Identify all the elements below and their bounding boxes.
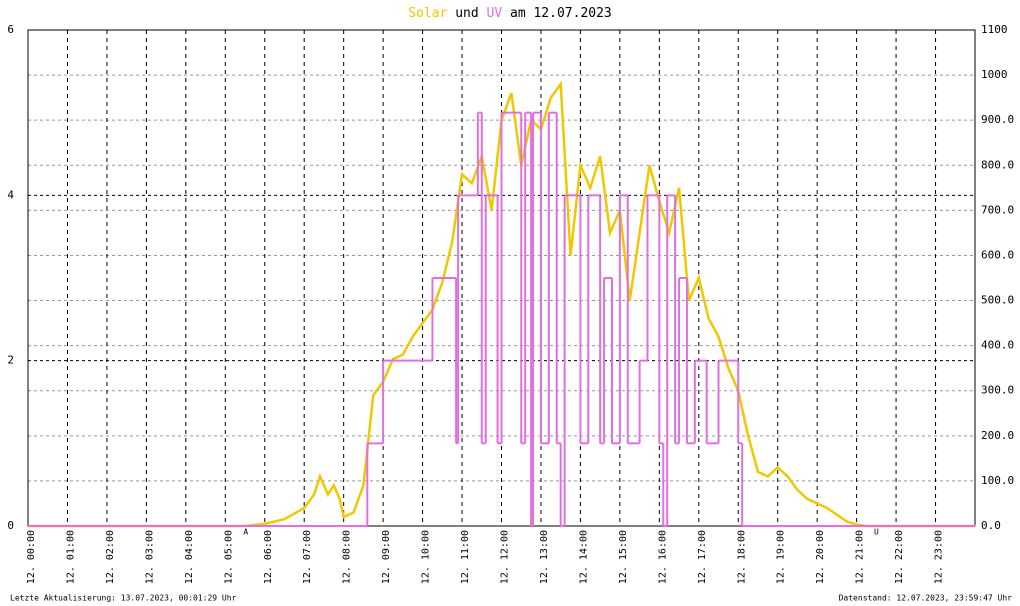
event-marker: A (243, 528, 248, 537)
y2-tick-label: 600.0 (981, 248, 1014, 261)
x-tick-label: 12. 02:00 (105, 530, 116, 584)
x-tick-label: 12. 19:00 (776, 530, 787, 584)
x-tick-label: 12. 15:00 (618, 530, 629, 584)
footer-right: Datenstand: 12.07.2023, 23:59:47 Uhr (839, 594, 1013, 603)
y2-tick-label: 800.0 (981, 158, 1014, 171)
x-tick-label: 12. 18:00 (736, 530, 747, 584)
x-tick-label: 12. 12:00 (500, 530, 511, 584)
y-tick-label: 0 (7, 519, 14, 532)
x-tick-label: 12. 14:00 (578, 530, 589, 584)
y2-tick-label: 200.0 (981, 429, 1014, 442)
y2-tick-label: 1100 (981, 23, 1008, 36)
x-tick-label: 12. 00:00 (26, 530, 37, 584)
title-part: UV (487, 6, 510, 21)
y2-tick-label: 0.0 (981, 519, 1001, 532)
y2-tick-label: 500.0 (981, 294, 1014, 307)
solar-line (28, 80, 975, 528)
x-tick-label: 12. 11:00 (460, 530, 471, 584)
x-tick-label: 12. 23:00 (934, 530, 945, 584)
event-marker: U (874, 528, 879, 537)
x-tick-label: 12. 06:00 (263, 530, 274, 584)
x-tick-label: 12. 16:00 (657, 530, 668, 584)
y2-tick-label: 100.0 (981, 474, 1014, 487)
y2-tick-label: 300.0 (981, 384, 1014, 397)
x-tick-label: 12. 01:00 (65, 530, 76, 584)
x-tick-label: 12. 20:00 (815, 530, 826, 584)
x-tick-label: 12. 21:00 (855, 530, 866, 584)
footer-left: Letzte Aktualisierung: 13.07.2023, 00:01… (10, 594, 237, 603)
title-part: und (455, 6, 486, 21)
y2-tick-label: 400.0 (981, 339, 1014, 352)
x-tick-label: 12. 13:00 (539, 530, 550, 584)
x-tick-label: 12. 04:00 (184, 530, 195, 584)
y2-tick-label: 700.0 (981, 203, 1014, 216)
chart-title: Solar und UV am 12.07.2023 (408, 6, 612, 21)
x-tick-label: 12. 22:00 (894, 530, 905, 584)
y-tick-label: 2 (7, 354, 14, 367)
y-tick-label: 6 (7, 23, 14, 36)
title-part: am 12.07.2023 (510, 6, 612, 21)
x-tick-label: 12. 17:00 (697, 530, 708, 584)
plot-frame (27, 29, 976, 527)
x-tick-label: 12. 10:00 (421, 530, 432, 584)
x-tick-label: 12. 07:00 (302, 530, 313, 584)
x-tick-label: 12. 09:00 (381, 530, 392, 584)
title-part: Solar (408, 6, 455, 21)
y2-tick-label: 1000 (981, 68, 1008, 81)
x-tick-label: 12. 03:00 (144, 530, 155, 584)
y2-tick-label: 900.0 (981, 113, 1014, 126)
x-tick-label: 12. 05:00 (223, 530, 234, 584)
y-tick-label: 4 (7, 188, 14, 201)
x-tick-label: 12. 08:00 (342, 530, 353, 584)
